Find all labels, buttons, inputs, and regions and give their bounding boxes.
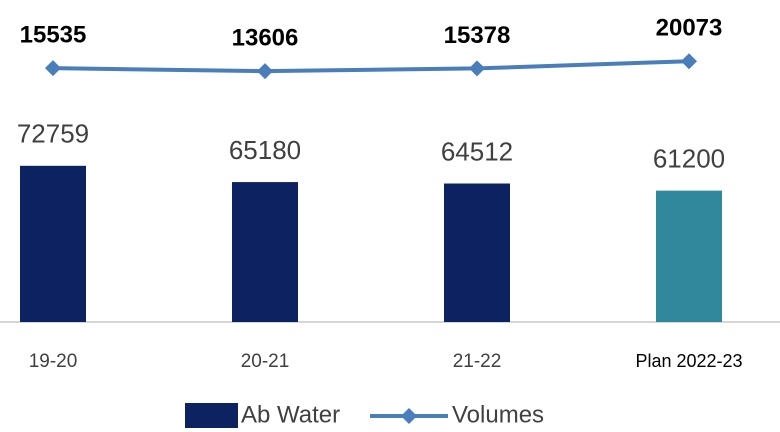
data-label: 61200 — [653, 143, 725, 173]
x-tick-label: 21-22 — [453, 351, 502, 372]
line — [52, 59, 690, 74]
marker — [681, 53, 697, 70]
data-label: 64512 — [441, 136, 513, 166]
marker — [45, 60, 61, 77]
bar — [656, 190, 722, 322]
data-label: 13606 — [232, 24, 299, 51]
legend-label: Ab Water — [241, 401, 340, 428]
x-tick-label: 19-20 — [29, 351, 78, 372]
data-label: 65180 — [229, 135, 301, 165]
x-tick-label: Plan 2022-23 — [635, 351, 742, 371]
marker — [257, 63, 273, 80]
x-tick-label: 20-21 — [241, 351, 290, 372]
bar — [20, 165, 86, 322]
bar — [232, 182, 298, 322]
legend-marker — [401, 408, 417, 424]
legend-label: Volumes — [452, 401, 544, 428]
data-label: 15535 — [20, 22, 87, 49]
data-label: 20073 — [656, 15, 723, 42]
bar — [444, 183, 510, 322]
data-label: 72759 — [17, 119, 89, 149]
legend-swatch — [185, 403, 238, 428]
marker — [469, 60, 485, 77]
data-label: 15378 — [444, 22, 511, 49]
